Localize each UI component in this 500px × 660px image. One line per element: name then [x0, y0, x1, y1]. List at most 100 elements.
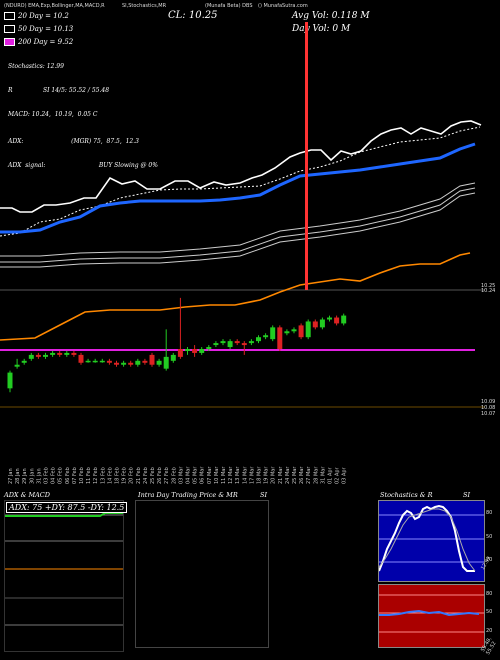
candle-body [256, 337, 261, 342]
candle-body [199, 349, 205, 353]
date-tick-label: 06 Feb [65, 467, 71, 484]
date-tick-label: 29 Jan [22, 468, 28, 484]
stoch-panel-title: Stochastics & R [380, 491, 433, 499]
adx-plus-di-line [5, 512, 123, 517]
legend-item-50day: 50 Day = 10.13 [4, 25, 73, 33]
rsi-chart [379, 594, 484, 633]
candles [7, 297, 347, 393]
candle-body [35, 354, 41, 357]
candle-body [121, 362, 127, 365]
candle-body [312, 321, 318, 328]
candle-body [92, 360, 98, 363]
legend-swatch-50day [4, 25, 15, 33]
header-source: (Munafa Beta) DBS [205, 3, 253, 9]
stoch-panel [378, 500, 485, 582]
date-tick-label: 24 Feb [143, 467, 149, 484]
grey-band-upper [0, 182, 476, 257]
candle-body [7, 372, 13, 389]
orange-band-line [0, 252, 471, 341]
date-tick-label: 05 Feb [58, 467, 64, 484]
rsi-tick-50: 50 [486, 609, 493, 615]
stoch-d-line [379, 508, 476, 572]
date-tick-label: 21 Feb [136, 467, 142, 484]
price-label-lower-a: 10.09 [481, 399, 496, 405]
date-tick-label: 05 Mar [193, 466, 199, 484]
date-tick-label: 18 Mar [257, 466, 263, 484]
adx-panel-chart [5, 512, 123, 626]
date-tick-label: 07 Mar [207, 466, 213, 484]
date-tick-label: 24 Mar [285, 466, 291, 484]
grey-band-mid [0, 187, 476, 263]
indicator-adx: ADX: (MGR) 75, 87.5, 12.3 [8, 138, 139, 145]
date-tick-label: 07 Feb [72, 467, 78, 484]
candle-body [64, 352, 70, 355]
candle-body [192, 349, 198, 353]
date-tick-label: 13 Mar [235, 466, 241, 484]
candle-body [227, 341, 233, 348]
candle-body [234, 341, 240, 344]
close-label: CL: 10.25 [168, 10, 218, 21]
day-vol-label: Day Vol: 0 M [292, 24, 351, 34]
date-tick-label: 19 Feb [122, 467, 128, 484]
candle-body [14, 364, 20, 367]
date-tick-label: 10 Feb [79, 467, 85, 484]
candle-body [99, 360, 105, 363]
date-tick-label: 10 Mar [214, 466, 220, 484]
upper-band-line [0, 120, 482, 213]
price-label-lower-c: 10.07 [481, 411, 496, 417]
stoch-k-line [379, 504, 475, 572]
date-tick-label: 25 Feb [150, 467, 156, 484]
date-tick-label: 26 Feb [157, 467, 163, 484]
candle-body [220, 341, 226, 344]
candle-body [341, 315, 347, 324]
indicator-rsi: R SI 14/5: 55.52 / 55.48 [8, 87, 110, 94]
date-tick-label: 26 Mar [299, 466, 305, 484]
date-tick-label: 20 Mar [271, 466, 277, 484]
date-tick-label: 19 Mar [264, 466, 270, 484]
date-tick-label: 31 Mar [320, 466, 326, 484]
candle-body [78, 354, 84, 363]
indicator-block: Stochastics: 12.99 R SI 14/5: 55.52 / 55… [8, 47, 158, 178]
intraday-panel-si: SI [260, 491, 268, 499]
legend-item-20day: 20 Day = 10.2 [4, 12, 73, 20]
candle-body [291, 329, 297, 332]
date-tick-label: 01 Apr [328, 466, 334, 484]
stoch-tick-80: 80 [486, 510, 493, 516]
indicator-adx-signal: ADX signal: BUY Slowing @ 0% [8, 162, 158, 169]
date-tick-label: 28 Mar [313, 466, 319, 484]
price-label-upper-a: 10.25 [481, 283, 496, 289]
date-tick-label: 04 Mar [186, 466, 192, 484]
candle-body [114, 362, 119, 365]
candle-body [128, 362, 134, 365]
header-right-note: () MunafaSutra.com [258, 3, 308, 9]
stoch-tick-20: 20 [486, 557, 493, 563]
adx-panel-title: ADX & MACD [4, 491, 50, 499]
candle-body [163, 356, 169, 369]
candle-body [327, 317, 332, 320]
legend-swatch-20day [4, 12, 15, 20]
rsi-line [379, 609, 480, 617]
price-label-lower-b: 10.08 [481, 405, 496, 411]
candle-body [43, 354, 48, 357]
date-tick-label: 20 Feb [129, 467, 135, 484]
candle-body [50, 352, 56, 355]
date-tick-label: 14 Feb [107, 467, 113, 484]
intraday-panel-title: Intra Day Trading Price & MR [138, 491, 238, 499]
candle-body [57, 352, 63, 355]
candle-body [135, 360, 141, 365]
candle-body [213, 343, 219, 346]
legend-swatch-200day [4, 38, 15, 46]
stoch-panel-si: SI [463, 491, 471, 499]
date-tick-label: 12 Feb [93, 467, 99, 484]
date-tick-label: 25 Mar [292, 466, 298, 484]
date-tick-label: 18 Feb [115, 467, 121, 484]
price-label-upper-b: 10.24 [481, 288, 496, 294]
date-tick-label: 21 Mar [278, 466, 284, 484]
date-tick-label: 14 Mar [242, 466, 248, 484]
candle-body [298, 325, 304, 338]
candle-body [277, 327, 283, 349]
date-tick-label: 03 Mar [178, 466, 184, 484]
candle-body [142, 360, 148, 363]
stoch-tick-50: 50 [486, 534, 493, 540]
candle-body [149, 354, 155, 365]
